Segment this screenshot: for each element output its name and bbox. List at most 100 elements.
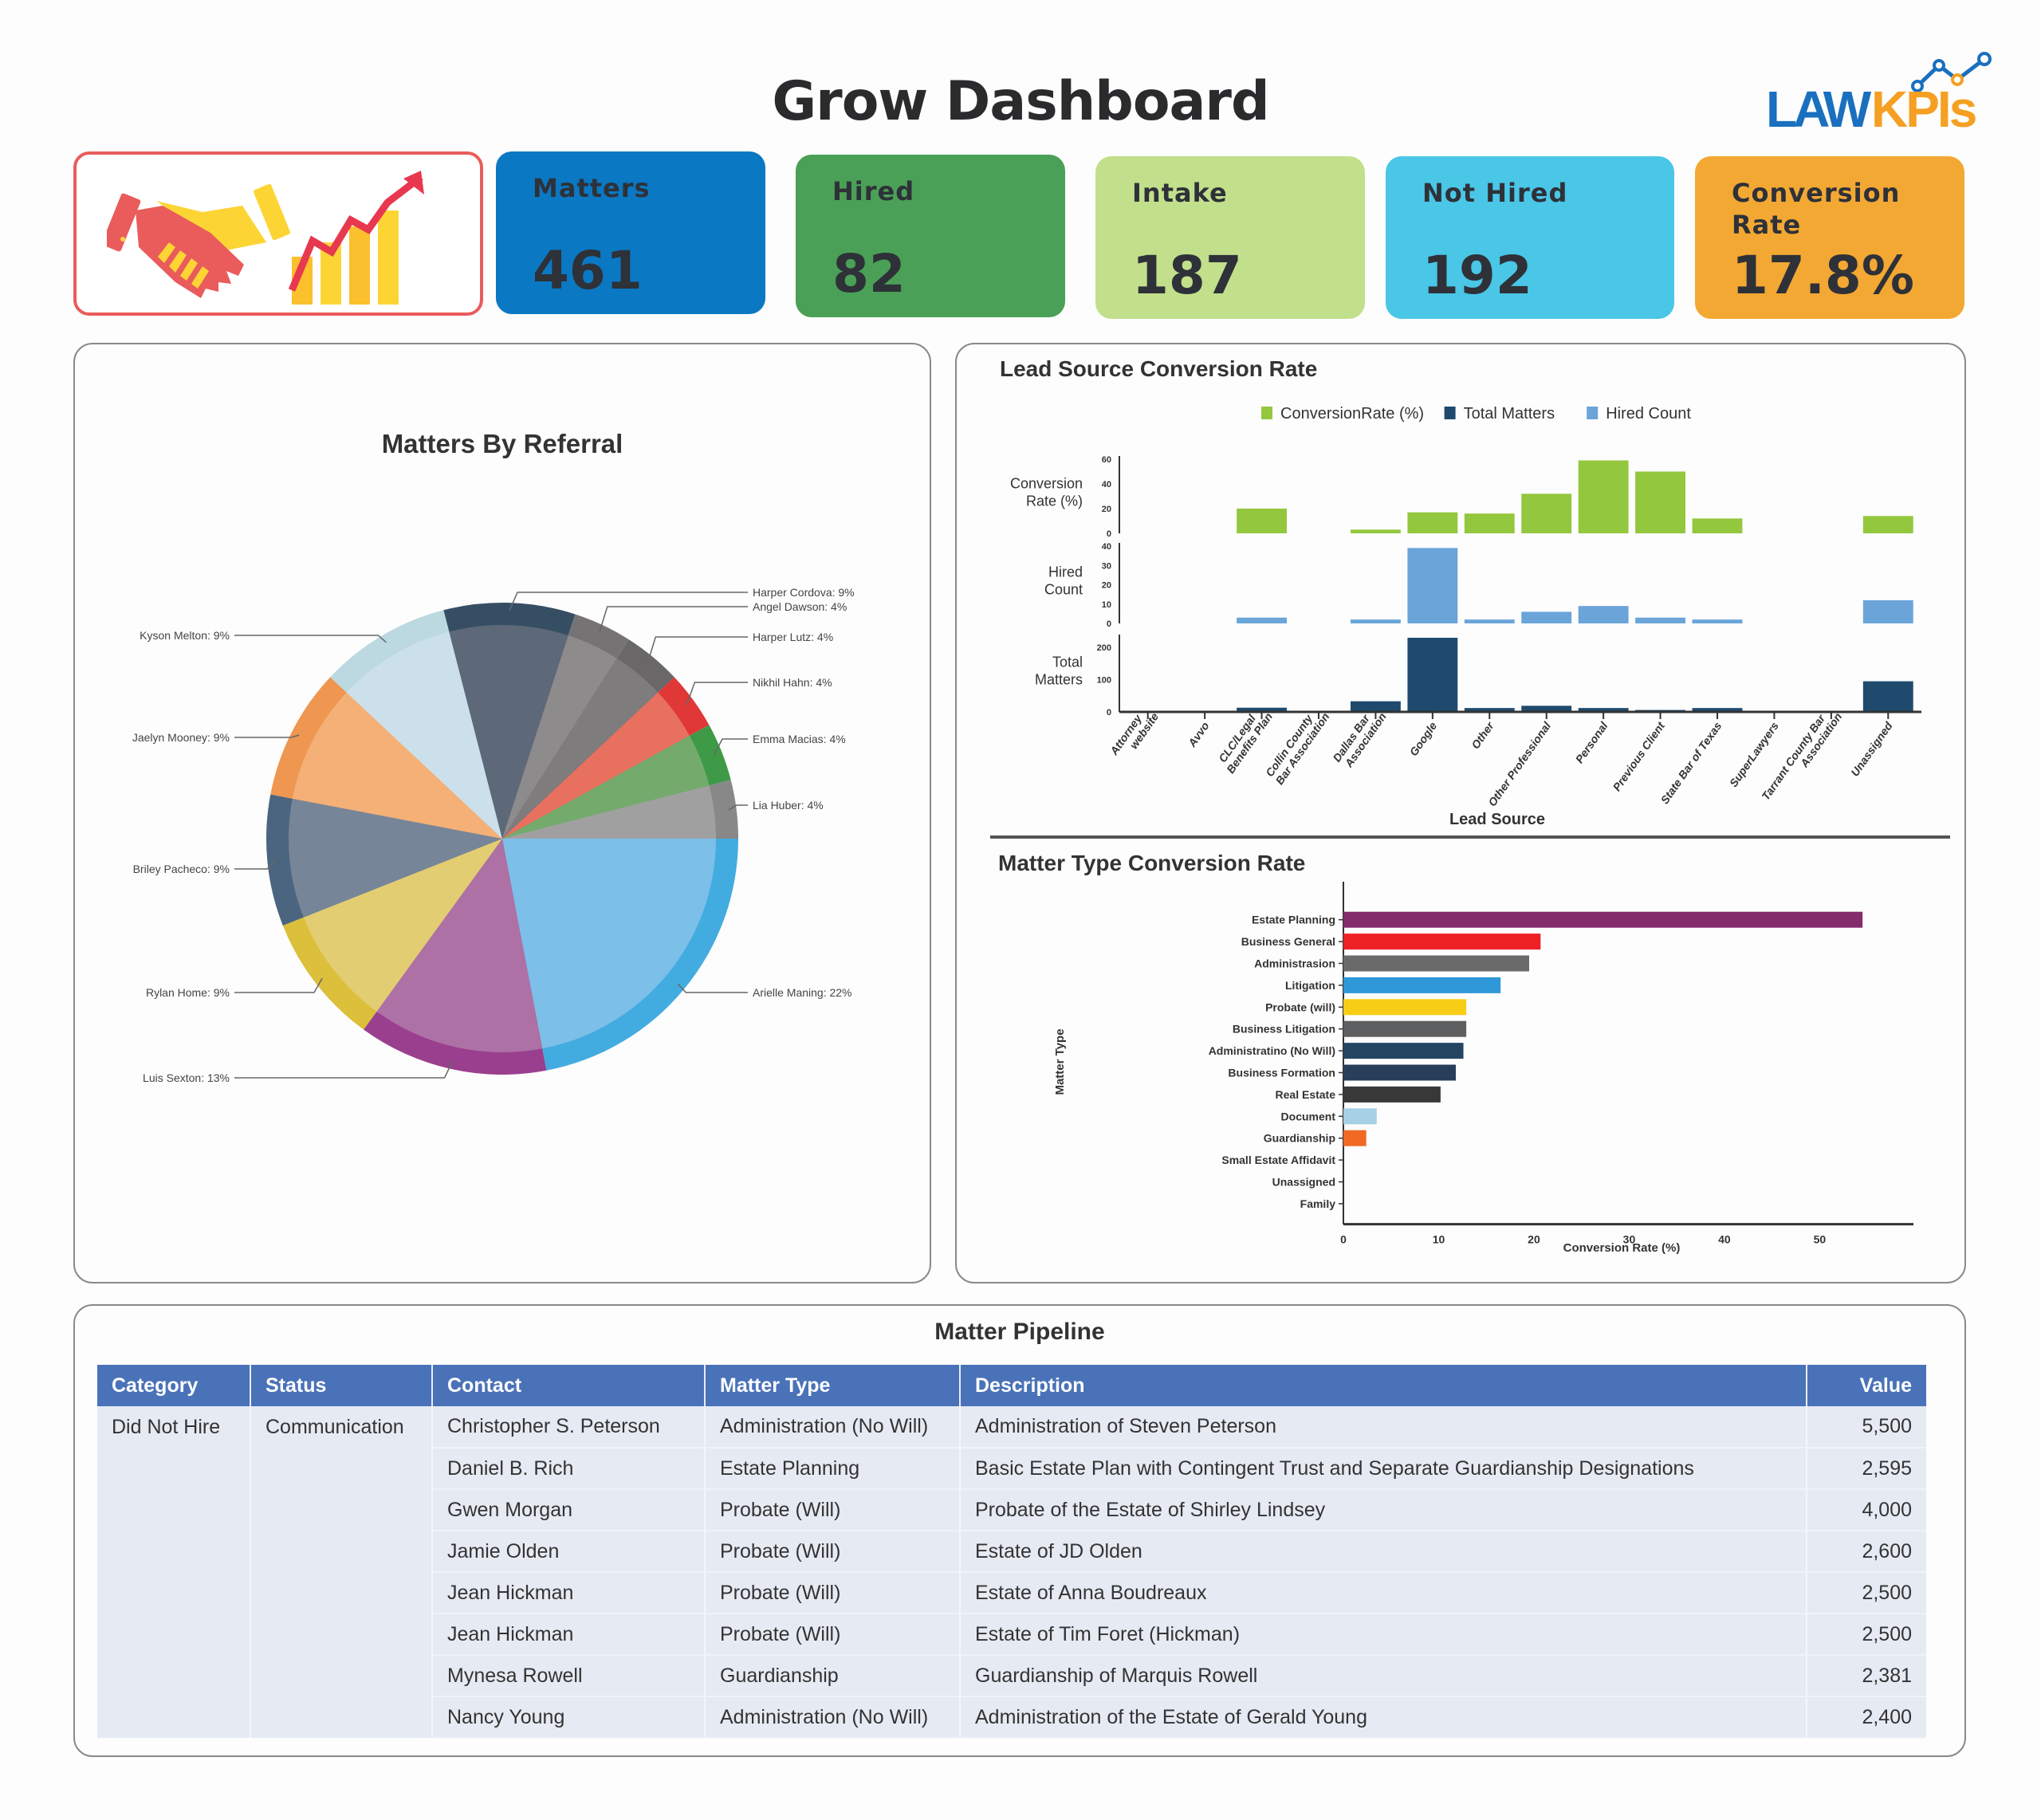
x-tick-label: Dallas BarAssociation: [1330, 703, 1389, 772]
pie-label: Angel Dawson: 4%: [753, 600, 847, 613]
column-header-matter-type[interactable]: Matter Type: [705, 1365, 961, 1406]
bar-hired-count[interactable]: [1237, 617, 1287, 623]
cell-matter-type: Probate (Will): [705, 1489, 961, 1531]
column-header-description[interactable]: Description: [960, 1365, 1807, 1406]
kpi-card-intake[interactable]: Intake 187: [1095, 156, 1365, 319]
cell-description: Administration of Steven Peterson: [960, 1406, 1807, 1449]
bar-matter-type[interactable]: [1343, 1108, 1377, 1125]
column-header-value[interactable]: Value: [1807, 1365, 1926, 1406]
kpi-label: Not Hired: [1422, 178, 1568, 208]
y-tick-label: 0: [1107, 529, 1111, 539]
cell-contact: Jean Hickman: [432, 1572, 706, 1614]
cell-matter-type: Administration (No Will): [705, 1696, 961, 1739]
table-row[interactable]: Jamie Olden Probate (Will) Estate of JD Ol…: [97, 1531, 1926, 1573]
bar-conversionrate-[interactable]: [1692, 518, 1743, 533]
pie-slice[interactable]: [502, 658, 659, 839]
pie-label: Nikhil Hahn: 4%: [753, 676, 832, 689]
column-header-status[interactable]: Status: [250, 1365, 433, 1406]
y-tick-label: Business General: [1241, 935, 1335, 948]
bar-matter-type[interactable]: [1343, 934, 1541, 950]
bar-total-matters[interactable]: [1862, 681, 1913, 712]
table-row[interactable]: Did Not Hire Communication Christopher S. …: [97, 1406, 1926, 1738]
table-row[interactable]: Gwen Morgan Probate (Will) Probate of the …: [97, 1489, 1926, 1531]
cell-value: 2,600: [1807, 1531, 1926, 1573]
kpi-value: 187: [1132, 245, 1242, 306]
bar-total-matters[interactable]: [1521, 706, 1572, 712]
kpi-card-hired[interactable]: Hired 82: [796, 155, 1065, 317]
y-tick-label: Real Estate: [1276, 1088, 1336, 1101]
column-header-category[interactable]: Category: [97, 1365, 251, 1406]
column-header-contact[interactable]: Contact: [432, 1365, 706, 1406]
bar-matter-type[interactable]: [1343, 977, 1501, 993]
bar-hired-count[interactable]: [1862, 599, 1913, 623]
x-tick-label: CLC/LegalBenefits Plan: [1213, 703, 1275, 776]
bar-matter-type[interactable]: [1343, 1130, 1367, 1146]
bar-total-matters[interactable]: [1407, 638, 1458, 712]
bar-total-matters[interactable]: [1578, 708, 1629, 712]
bar-matter-type[interactable]: [1343, 1020, 1467, 1037]
bar-total-matters[interactable]: [1237, 707, 1287, 712]
bar-matter-type[interactable]: [1343, 911, 1863, 928]
pie-slice[interactable]: [449, 625, 568, 839]
bar-hired-count[interactable]: [1521, 611, 1572, 623]
table-row[interactable]: Daniel B. Rich Estate Planning Basic Estat…: [97, 1448, 1926, 1490]
bar-conversionrate-[interactable]: [1862, 516, 1913, 533]
pie-slice[interactable]: [292, 692, 502, 839]
bar-matter-type[interactable]: [1343, 1043, 1464, 1059]
table-header-row: Category Status Contact Matter Type Desc…: [97, 1365, 1926, 1406]
bar-matter-type[interactable]: [1343, 955, 1529, 972]
pie-slice[interactable]: [303, 839, 502, 1012]
bar-conversionrate-[interactable]: [1635, 471, 1685, 534]
bar-matter-type[interactable]: [1343, 999, 1467, 1016]
kpi-value: 82: [832, 243, 906, 305]
bar-conversionrate-[interactable]: [1351, 529, 1401, 533]
cell-description: Estate of JD Olden: [960, 1531, 1807, 1573]
y-tick-label: 200: [1097, 643, 1111, 653]
bar-conversionrate-[interactable]: [1407, 512, 1458, 533]
kpi-card-conversion-rate[interactable]: Conversion Rate 17.8%: [1695, 156, 1964, 319]
bar-conversionrate-[interactable]: [1237, 509, 1287, 533]
x-tick-label: State Bar of Texas: [1658, 719, 1724, 806]
table-row[interactable]: Nancy Young Administration (No Will) Admin…: [97, 1696, 1926, 1739]
y-tick-label: 100: [1097, 676, 1111, 686]
bar-hired-count[interactable]: [1464, 619, 1515, 623]
kpi-value: 192: [1422, 245, 1532, 306]
bar-matter-type[interactable]: [1343, 1086, 1441, 1103]
y-tick-label: Document: [1281, 1110, 1336, 1122]
cell-description: Administration of the Estate of Gerald Y…: [960, 1696, 1807, 1739]
bar-matter-type[interactable]: [1343, 1064, 1456, 1081]
bar-total-matters[interactable]: [1464, 708, 1515, 712]
cell-value: 2,500: [1807, 1572, 1926, 1614]
pie-slice[interactable]: [502, 785, 716, 839]
y-tick-label: Estate Planning: [1252, 914, 1335, 926]
bar-total-matters[interactable]: [1351, 701, 1401, 712]
kpi-card-not-hired[interactable]: Not Hired 192: [1386, 156, 1674, 319]
pie-slice[interactable]: [376, 839, 543, 1052]
pie-slice[interactable]: [502, 635, 617, 839]
cell-value: 2,400: [1807, 1696, 1926, 1739]
pie-slice[interactable]: [346, 631, 502, 839]
bar-hired-count[interactable]: [1635, 617, 1685, 623]
bar-conversionrate-[interactable]: [1521, 493, 1572, 533]
pie-slice[interactable]: [288, 798, 502, 918]
pie-slice[interactable]: [502, 839, 716, 1049]
bar-conversionrate-[interactable]: [1578, 460, 1629, 533]
pie-slice[interactable]: [502, 735, 710, 839]
bar-total-matters[interactable]: [1692, 708, 1743, 712]
bar-conversionrate-[interactable]: [1464, 513, 1515, 533]
y-axis-title: Conversion: [1010, 476, 1083, 492]
table-row[interactable]: Mynesa Rowell Guardianship Guardianship of…: [97, 1655, 1926, 1697]
logo-text-kpis: KPIs: [1871, 81, 1977, 138]
cell-contact: Gwen Morgan: [432, 1489, 706, 1531]
bar-hired-count[interactable]: [1692, 619, 1743, 623]
table-row[interactable]: Jean Hickman Probate (Will) Estate of Tim …: [97, 1614, 1926, 1656]
bar-hired-count[interactable]: [1578, 606, 1629, 623]
table-row[interactable]: Jean Hickman Probate (Will) Estate of Anna…: [97, 1572, 1926, 1614]
x-tick-label: 50: [1814, 1233, 1827, 1246]
pie-slice[interactable]: [502, 692, 690, 839]
bar-hired-count[interactable]: [1351, 619, 1401, 623]
kpi-card-matters[interactable]: Matters 461: [496, 151, 765, 314]
pie-label-leader: [686, 682, 748, 706]
y-tick-label: 0: [1107, 708, 1111, 717]
bar-hired-count[interactable]: [1407, 548, 1458, 623]
